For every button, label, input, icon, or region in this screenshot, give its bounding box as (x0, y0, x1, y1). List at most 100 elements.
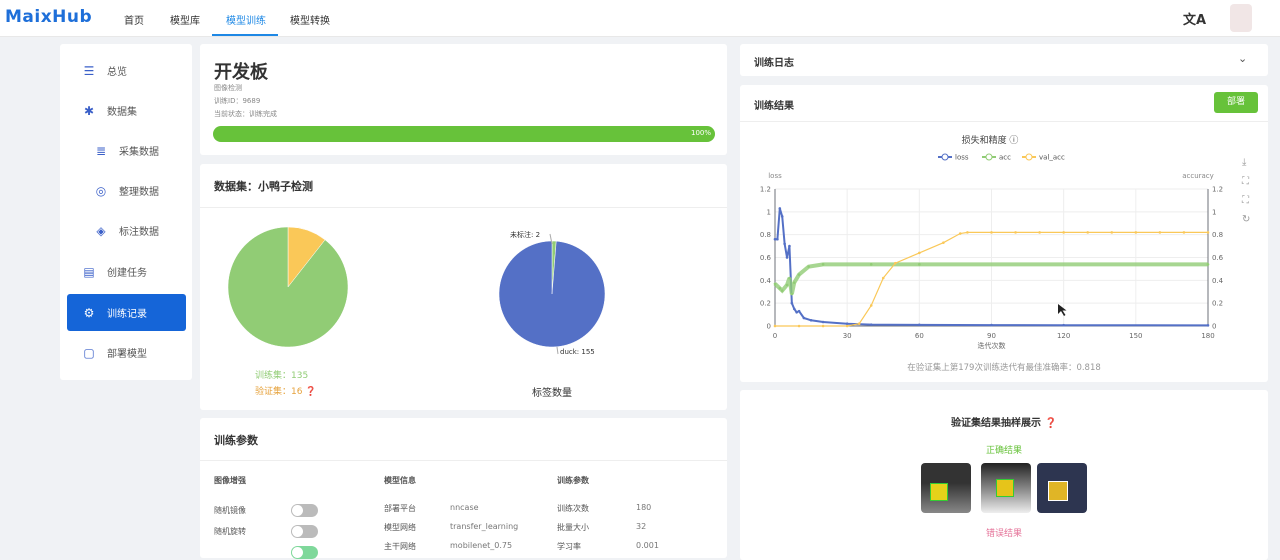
aug-label: 随机旋转 (214, 527, 246, 536)
sample-image[interactable] (921, 463, 971, 513)
x-axis-label: 迭代次数 (978, 341, 1006, 350)
data-point-loss (776, 237, 779, 241)
data-point-acc (792, 281, 796, 284)
data-point-loss (869, 323, 873, 326)
divider (200, 207, 727, 208)
data-point-acc (1206, 263, 1210, 266)
sidebar-item-label: 数据集 (107, 107, 137, 118)
y-right-tick-label: 0.2 (1212, 300, 1223, 308)
data-point-loss (778, 207, 782, 210)
train-set-label: 训练集： (255, 371, 292, 381)
list-icon: ☰ (83, 63, 95, 78)
random-mirror-toggle[interactable] (291, 504, 318, 517)
data-point-val_acc (1038, 231, 1041, 234)
label-pie-slice-duck (498, 240, 606, 348)
help-icon[interactable]: ❓ (1044, 418, 1057, 429)
snowflake-icon: ✱ (83, 103, 95, 118)
data-point-val_acc (845, 324, 849, 328)
data-point-val_acc (869, 304, 873, 307)
task-status: 当前状态：训练完成 (214, 110, 277, 118)
random-rotate-toggle[interactable] (291, 525, 318, 538)
data-point-loss (780, 215, 784, 218)
y-right-tick-label: 0.4 (1212, 277, 1224, 285)
sidebar-item-deploy[interactable]: ▢ 部署模型 (67, 334, 186, 371)
y-right-axis-label: accuracy (1182, 172, 1214, 180)
sidebar-item-label: 标注数据 (119, 227, 159, 238)
sidebar-item-collect[interactable]: ≣ 采集数据 (67, 132, 186, 169)
organize-icon: ◎ (95, 183, 107, 198)
data-point-val_acc (1182, 231, 1186, 234)
sidebar-item-overview[interactable]: ☰ 总览 (67, 52, 186, 89)
refresh-icon[interactable]: ↻ (1242, 214, 1251, 225)
data-point-val_acc (773, 324, 777, 328)
data-point-val_acc (1206, 231, 1210, 234)
train-params-title: 训练参数 (557, 476, 589, 485)
nav-model-library[interactable]: 模型库 (170, 16, 200, 27)
sidebar-item-label: 采集数据 (119, 147, 159, 158)
series-line-val_acc (775, 231, 1208, 327)
sidebar-item-training-records[interactable]: ⚙ 训练记录 (67, 294, 186, 331)
x-tick-label: 0 (773, 332, 777, 340)
training-log-panel[interactable]: 训练日志 ⌄ (740, 44, 1268, 76)
nav-model-convert[interactable]: 模型转换 (290, 16, 330, 27)
y-tick-label: 0 (767, 323, 771, 331)
data-point-loss (802, 316, 806, 320)
sidebar-item-dataset[interactable]: ✱ 数据集 (67, 92, 186, 129)
data-point-acc (788, 276, 791, 280)
sample-image[interactable] (1037, 463, 1087, 513)
logo[interactable]: MaixHub (5, 7, 93, 27)
sidebar-item-label: 训练记录 (107, 309, 147, 320)
progress-fill: 100% (213, 126, 715, 142)
sample-image[interactable] (981, 463, 1031, 513)
y-tick-label: 0.8 (760, 231, 771, 239)
nav-model-training[interactable]: 模型训练 (226, 16, 266, 27)
nav-home[interactable]: 首页 (124, 16, 144, 27)
legend-marker-acc (985, 153, 993, 161)
data-point-acc (778, 287, 782, 290)
param-key: 主干网络 (384, 542, 416, 551)
param-value: 180 (636, 503, 652, 512)
y-tick-label: 1 (767, 208, 771, 216)
progress-bar: 100% (213, 126, 715, 142)
x-tick-label: 60 (915, 332, 924, 340)
data-point-val_acc (942, 241, 945, 244)
zoom-icon[interactable]: ⛶ (1242, 176, 1249, 187)
legend-label-acc: acc (999, 154, 1011, 162)
download-icon[interactable]: ⤓ (1242, 157, 1247, 168)
divider (740, 121, 1268, 122)
sidebar-item-create-task[interactable]: ▤ 创建任务 (67, 253, 186, 290)
training-results-card: 训练结果 部署 ⤓ ⛶ ⛶ ↻ 在验证集上第179次训练迭代有最佳准确率：0.818 (740, 85, 1268, 382)
pie-leader-line (556, 346, 559, 355)
database-icon: ≣ (95, 143, 107, 158)
data-point-val_acc (1158, 231, 1162, 234)
y-tick-label: 0.6 (760, 254, 772, 262)
data-point-val_acc (1014, 231, 1017, 234)
x-tick-label: 120 (1057, 332, 1070, 340)
param-value: 0.001 (636, 541, 659, 550)
box-icon: ▢ (83, 345, 95, 360)
train-set-count: 135 (291, 371, 309, 381)
x-tick-label: 90 (987, 332, 996, 340)
params-card: 训练参数 图像增强 随机镜像 随机旋转 模型信息 部署平台 nncase 模型网… (200, 418, 727, 559)
deploy-button[interactable]: 部署 (1214, 92, 1258, 113)
series-line-loss (775, 208, 1209, 327)
chevron-down-icon[interactable]: ⌄ (1238, 52, 1248, 65)
samples-title-text: 验证集结果抽样展示 (951, 418, 1042, 429)
avatar[interactable] (1230, 4, 1252, 32)
translate-icon[interactable]: 文A (1183, 13, 1207, 28)
legend-label-loss: loss (955, 154, 969, 162)
sidebar-item-annotate[interactable]: ◈ 标注数据 (67, 212, 186, 249)
y-tick-label: 1.2 (760, 186, 771, 194)
val-set-label: 验证集： (255, 387, 292, 397)
sidebar-item-organize[interactable]: ◎ 整理数据 (67, 172, 186, 209)
x-tick-label: 30 (843, 332, 852, 340)
pie-leader-line (549, 233, 553, 245)
data-point-loss (790, 301, 794, 305)
zoom-reset-icon[interactable]: ⛶ (1242, 195, 1249, 206)
val-set-count: 16 (291, 387, 303, 397)
help-icon[interactable]: ❓ (305, 387, 317, 397)
chart-title: 损失和精度 ⓘ (962, 134, 1019, 146)
param-value: nncase (450, 503, 479, 512)
data-point-val_acc (797, 324, 801, 328)
data-point-val_acc (857, 322, 861, 326)
